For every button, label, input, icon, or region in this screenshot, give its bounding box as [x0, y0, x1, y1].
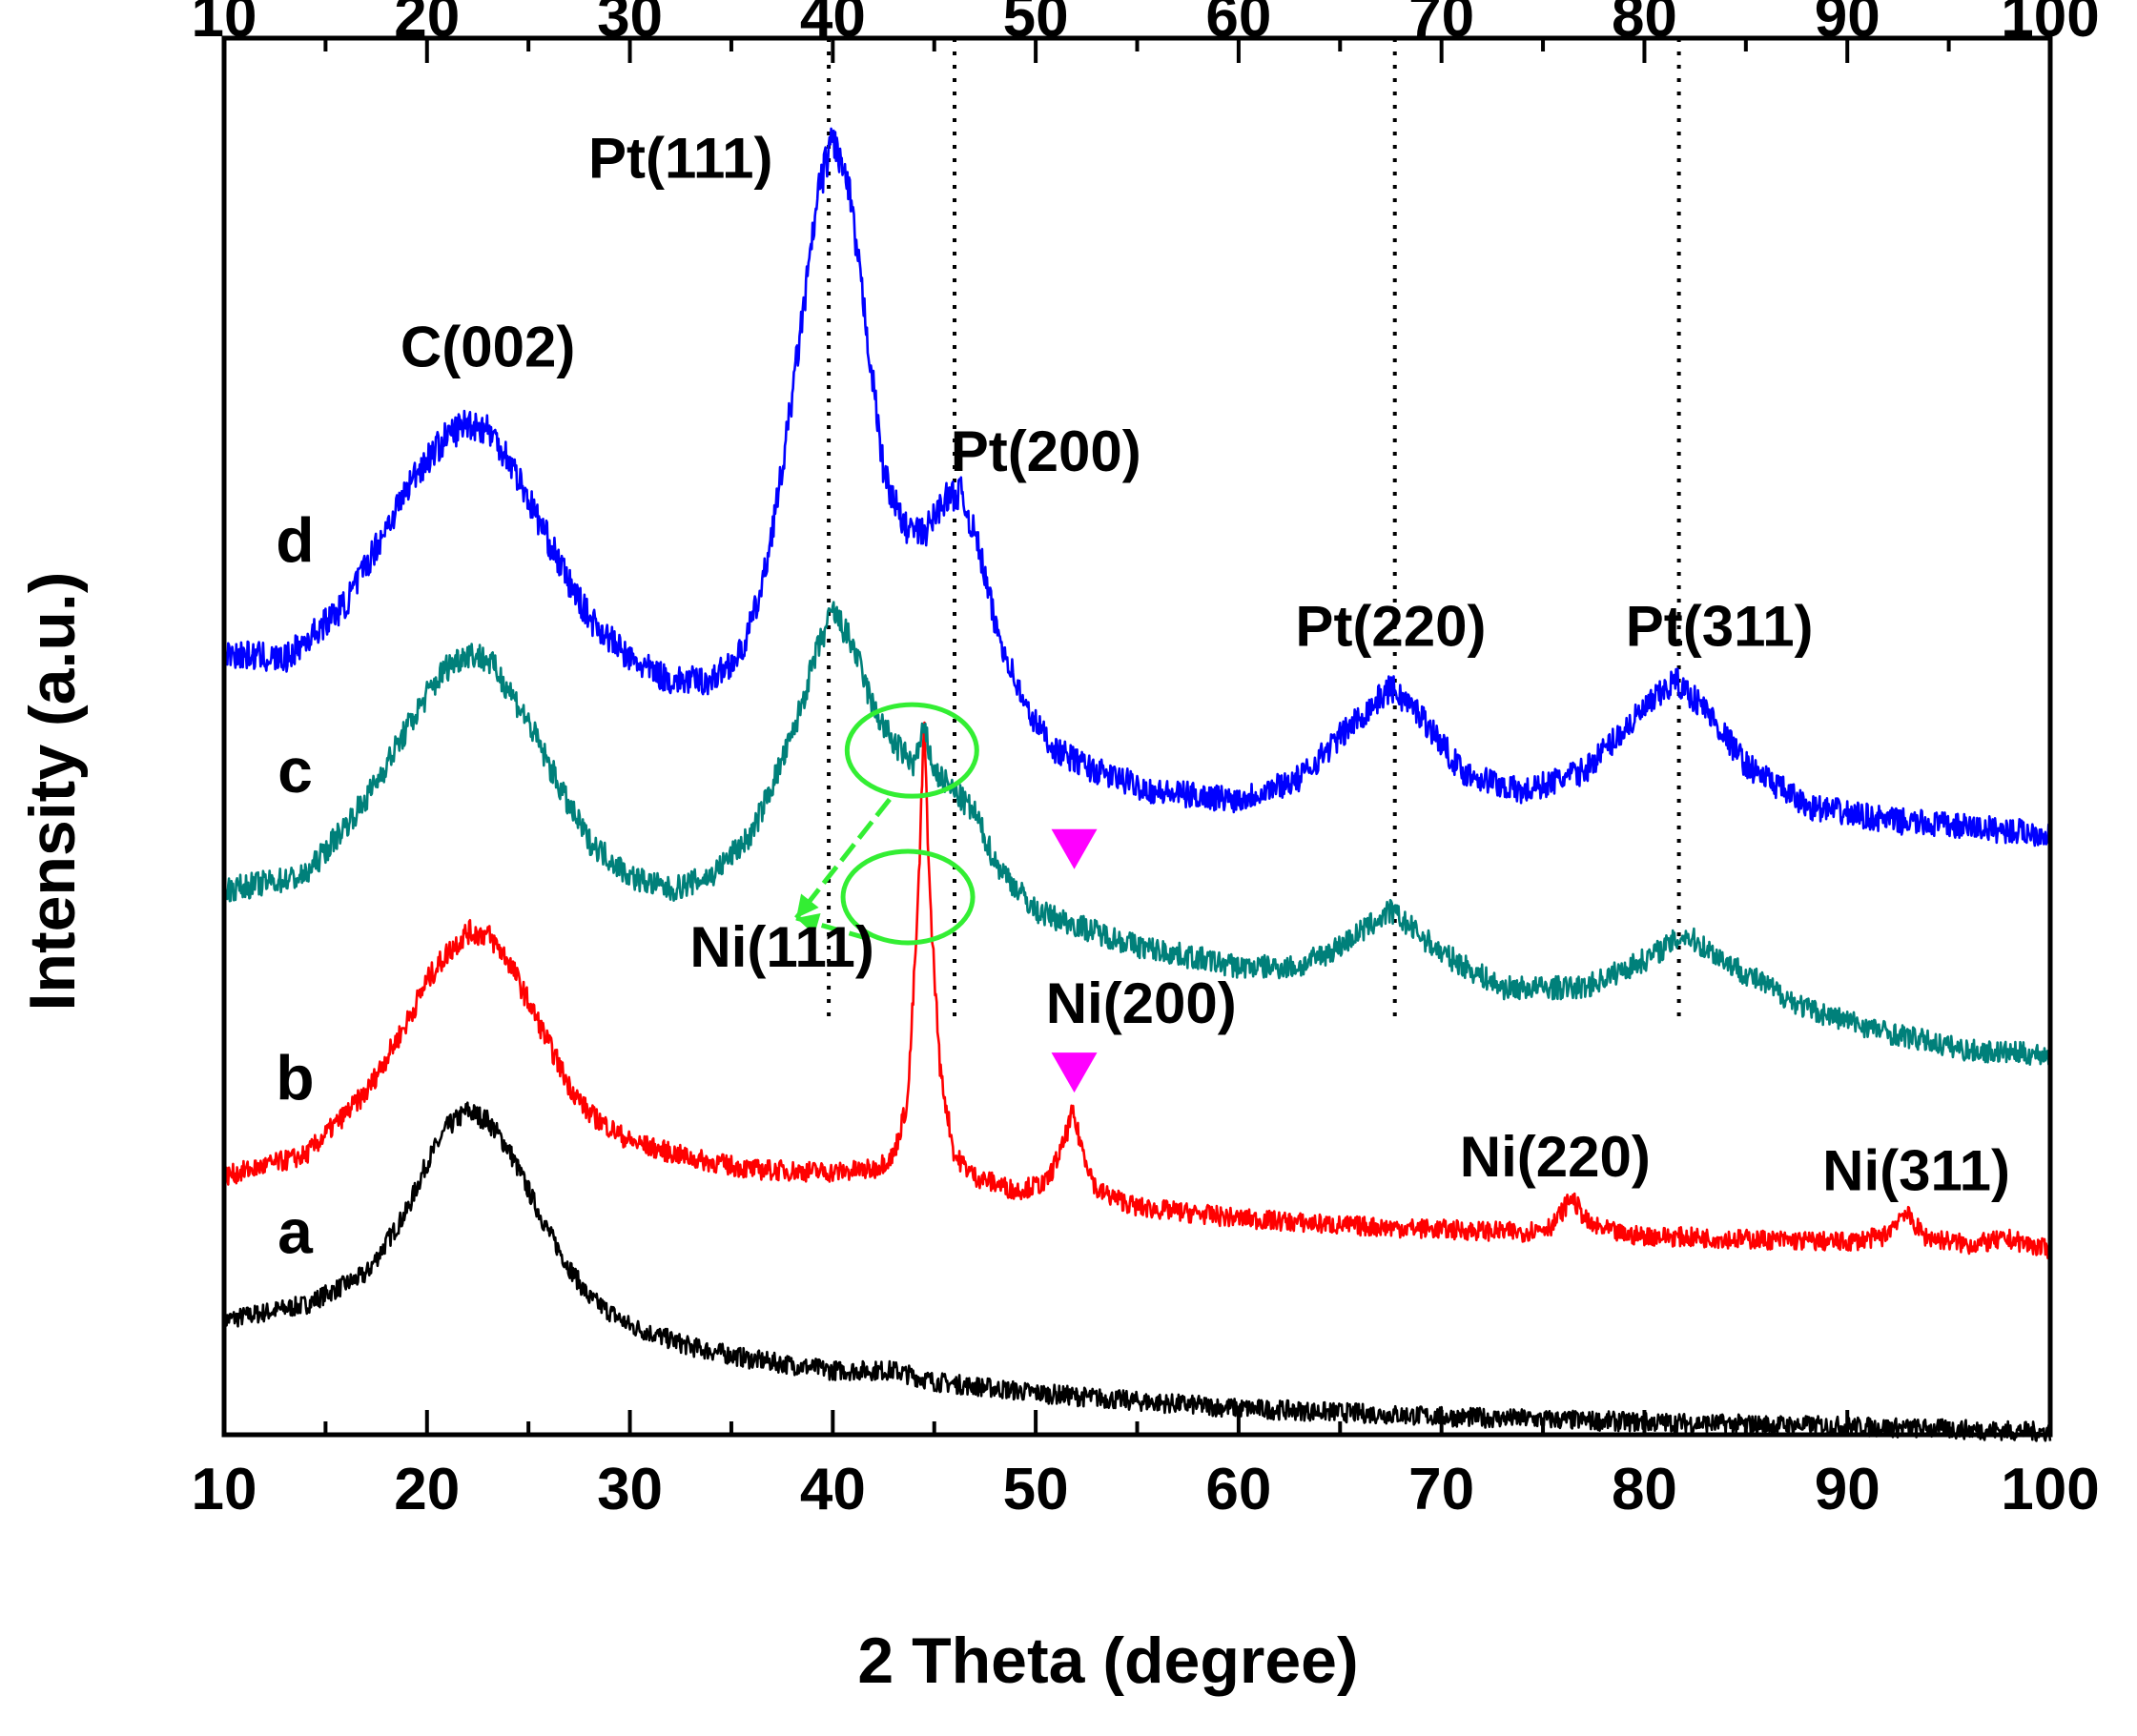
x-tick-label-bottom: 30	[597, 1457, 663, 1522]
x-tick-label-bottom: 10	[192, 1457, 257, 1522]
series-label-c: c	[277, 735, 313, 806]
x-tick-label-bottom: 70	[1408, 1457, 1474, 1522]
x-tick-label-top: 10	[192, 0, 257, 50]
peak-annotation: Ni(200)	[1046, 971, 1237, 1035]
axes: 10 10 20 20 30 30 40 40 50 50 60 60 70 70 80 80 90 90 100 1…	[192, 0, 2100, 1522]
x-tick-label-bottom: 60	[1205, 1457, 1271, 1522]
peak-annotation: Ni(111)	[689, 915, 873, 979]
x-tick-label-top: 90	[1815, 0, 1880, 50]
plot-frame	[221, 35, 2053, 1438]
ni-marker-0	[1051, 828, 1098, 869]
series-line-d	[222, 127, 2052, 848]
ni-marker-1	[1051, 1052, 1098, 1093]
x-tick-label-top: 30	[597, 0, 663, 50]
arrow-upper-head	[796, 893, 819, 918]
peak-annotation: Pt(111)	[588, 127, 772, 191]
arrow-lower-head	[796, 912, 821, 935]
series-line-a	[222, 1101, 2052, 1442]
chart-labels: a b c d Pt(111) C(002) Pt(200) Pt(220) Pt(311) Ni…	[276, 127, 2010, 1267]
peak-annotation: C(002)	[401, 315, 575, 378]
x-tick-label-bottom: 50	[1003, 1457, 1069, 1522]
x-tick-label-bottom: 40	[800, 1457, 866, 1522]
series-line-b	[222, 721, 2052, 1261]
arrow-upper	[794, 797, 892, 920]
x-tick-label-top: 70	[1408, 0, 1474, 50]
series-line-c	[222, 601, 2052, 1066]
peak-annotation: Ni(220)	[1460, 1125, 1651, 1189]
series-label-b: b	[276, 1042, 314, 1113]
peak-annotation: Pt(200)	[951, 419, 1141, 483]
series-label-a: a	[277, 1196, 314, 1267]
highlight-circle-0	[844, 702, 979, 799]
x-tick-label-bottom: 100	[2001, 1457, 2099, 1522]
y-axis-label: Intensity (a.u.)	[16, 572, 89, 1011]
x-tick-label-top: 50	[1003, 0, 1069, 50]
series-label-d: d	[276, 504, 314, 575]
plot-area	[222, 38, 2052, 1442]
peak-annotation: Pt(311)	[1626, 594, 1814, 658]
x-tick-label-bottom: 90	[1815, 1457, 1880, 1522]
highlight-circle-1	[840, 848, 976, 946]
x-tick-label-top: 100	[2001, 0, 2099, 50]
x-tick-label-bottom: 20	[394, 1457, 460, 1522]
x-tick-label-top: 60	[1205, 0, 1271, 50]
x-tick-label-top: 40	[800, 0, 866, 50]
x-tick-label-bottom: 80	[1612, 1457, 1677, 1522]
x-tick-label-top: 80	[1612, 0, 1677, 50]
peak-annotation: Pt(220)	[1295, 594, 1486, 658]
x-tick-label-top: 20	[394, 0, 460, 50]
x-axis-label: 2 Theta (degree)	[857, 1624, 1358, 1697]
peak-annotation: Ni(311)	[1822, 1139, 2010, 1203]
